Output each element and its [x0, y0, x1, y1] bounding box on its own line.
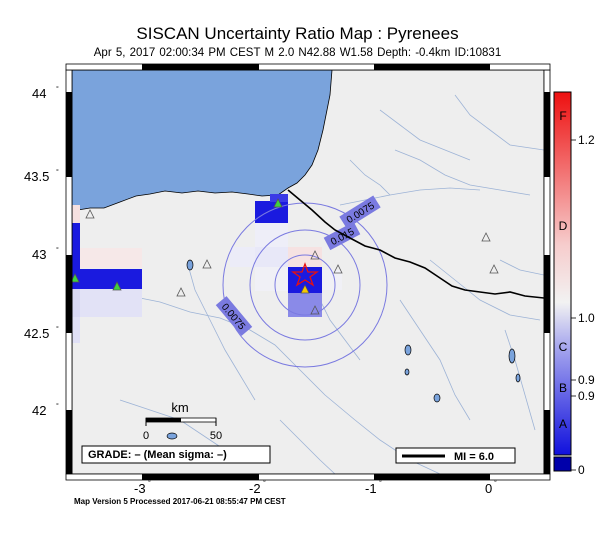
longitude-labels: -3 ° -2 ° -1 ° 0 °: [134, 479, 497, 496]
scale-label: 50: [210, 430, 222, 442]
svg-text:°: °: [148, 479, 151, 487]
scale-label: 0: [143, 430, 149, 442]
svg-text:°: °: [56, 85, 59, 93]
svg-text:°: °: [263, 479, 266, 487]
lon-label: -3: [134, 481, 146, 496]
grade-d: D: [559, 219, 568, 233]
lon-label: -1: [365, 481, 377, 496]
event-info: Apr 5, 2017 02:00:34 PM CEST M 2.0 N42.8…: [93, 47, 502, 59]
contour-lines: [222, 202, 388, 368]
lon-label: 0: [485, 481, 492, 496]
svg-text:°: °: [56, 168, 59, 176]
grade-text: GRADE: – (Mean sigma: –): [88, 449, 227, 461]
cb-value: 1.2: [578, 133, 595, 147]
border-line: [287, 189, 544, 299]
grade-f: F: [559, 109, 566, 123]
mi-label: MI = 6.0: [454, 451, 494, 463]
sea: [72, 70, 333, 212]
footer-version: Map Version 5 Processed 2017-06-21 08:55…: [74, 497, 286, 506]
cb-value: 1.0: [578, 311, 595, 325]
lakes: [166, 259, 521, 440]
colorbar: F D C B A 1.2 1.0 0.9 0.9 0: [553, 91, 595, 477]
frame-ticks: [65, 63, 551, 481]
cb-value: 0.9: [578, 389, 595, 403]
scale-unit: km: [171, 400, 188, 415]
cb-value: 0: [578, 463, 585, 477]
lat-label: 42.5: [24, 326, 49, 341]
svg-text:°: °: [56, 246, 59, 254]
svg-text:°: °: [379, 479, 382, 487]
lat-label: 43.5: [24, 169, 49, 184]
cb-value: 0.9: [578, 373, 595, 387]
svg-text:°: °: [494, 479, 497, 487]
stations: [72, 198, 499, 315]
map-area: 0.0075 0.015 0.0075: [72, 70, 544, 474]
scale-bar: km 0 50: [143, 400, 222, 442]
ratio-grid: [72, 194, 342, 343]
grade-a: A: [559, 417, 567, 431]
grade-b: B: [559, 381, 567, 395]
map-title: SISCAN Uncertainty Ratio Map : Pyrenees: [136, 24, 459, 43]
mi-legend: MI = 6.0: [395, 447, 516, 464]
svg-text:°: °: [56, 402, 59, 410]
lon-label: -2: [249, 481, 261, 496]
epicenter-star-icon: [290, 262, 320, 287]
lat-label: 44: [32, 86, 46, 101]
grade-c: C: [559, 340, 568, 354]
latitude-labels: 44 ° 43.5 ° 43 ° 42.5 ° 42 °: [24, 85, 59, 418]
svg-text:°: °: [56, 325, 59, 333]
grade-box: GRADE: – (Mean sigma: –): [81, 445, 271, 464]
lat-label: 42: [32, 403, 46, 418]
lat-label: 43: [32, 247, 46, 262]
